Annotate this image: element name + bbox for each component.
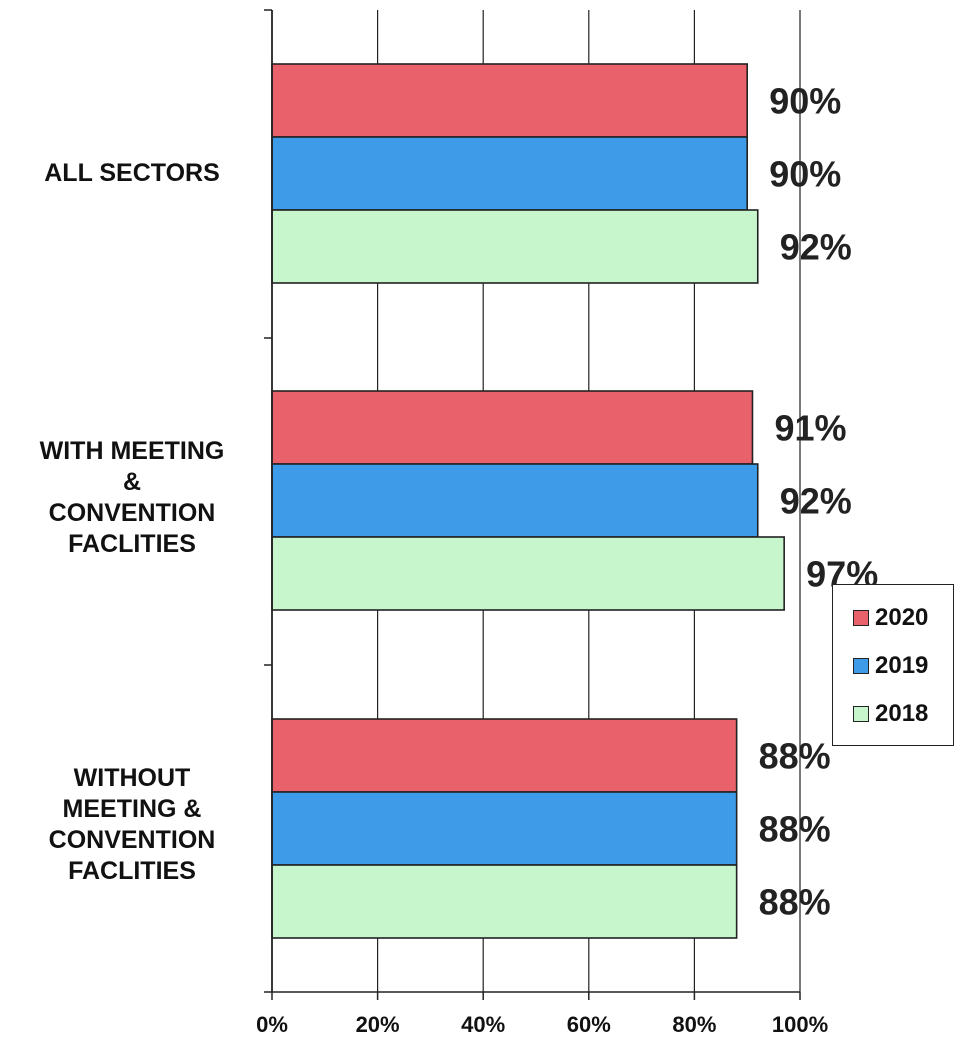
x-tick-label: 60% [567,1012,611,1037]
legend-item-2020: 2020 [853,603,928,633]
bar-2018 [271,864,738,939]
data-label-2018: 88% [759,882,831,923]
legend: 2020 2019 2018 [832,584,954,746]
bar-2018 [271,536,785,611]
category-label-all-sectors: ALL SECTORS [44,159,220,187]
legend-label-2018: 2018 [875,700,929,727]
bars [271,63,785,939]
axes [264,9,801,1000]
data-label-2018: 92% [780,227,852,268]
bar-2020 [271,63,749,138]
x-tick-label: 100% [772,1012,828,1037]
bar-2020 [271,718,738,793]
bar-2020 [271,390,754,465]
data-label-2019: 90% [769,154,841,195]
x-tick-label: 80% [672,1012,716,1037]
legend-swatch-2019 [853,658,869,674]
category-label-with-meeting: WITH MEETING & CONVENTION FACLITIES [39,437,225,558]
bar-2019 [271,791,738,866]
x-tick-label: 40% [461,1012,505,1037]
legend-label-2020: 2020 [875,604,929,631]
bar-2019 [271,463,759,538]
category-label-without-meeting: WITHOUT MEETING & CONVENTION FACLITIES [48,764,216,885]
x-tick-label: 0% [256,1012,288,1037]
legend-item-2019: 2019 [853,651,928,681]
data-label-2020: 91% [774,408,846,449]
legend-label-2019: 2019 [875,652,929,679]
legend-swatch-2018 [853,706,869,722]
bar-2018 [271,209,759,284]
tick-labels: 0% 20% 40% 60% 80% 100% [256,1012,828,1037]
legend-item-2018: 2018 [853,699,928,729]
x-tick-label: 20% [356,1012,400,1037]
data-label-2020: 88% [759,736,831,777]
data-label-2019: 88% [759,809,831,850]
data-labels: 90%90%92%91%92%97%88%88%88% [759,81,879,923]
bar-2019 [271,136,749,211]
data-label-2020: 90% [769,81,841,122]
data-label-2019: 92% [780,481,852,522]
legend-swatch-2020 [853,610,869,626]
